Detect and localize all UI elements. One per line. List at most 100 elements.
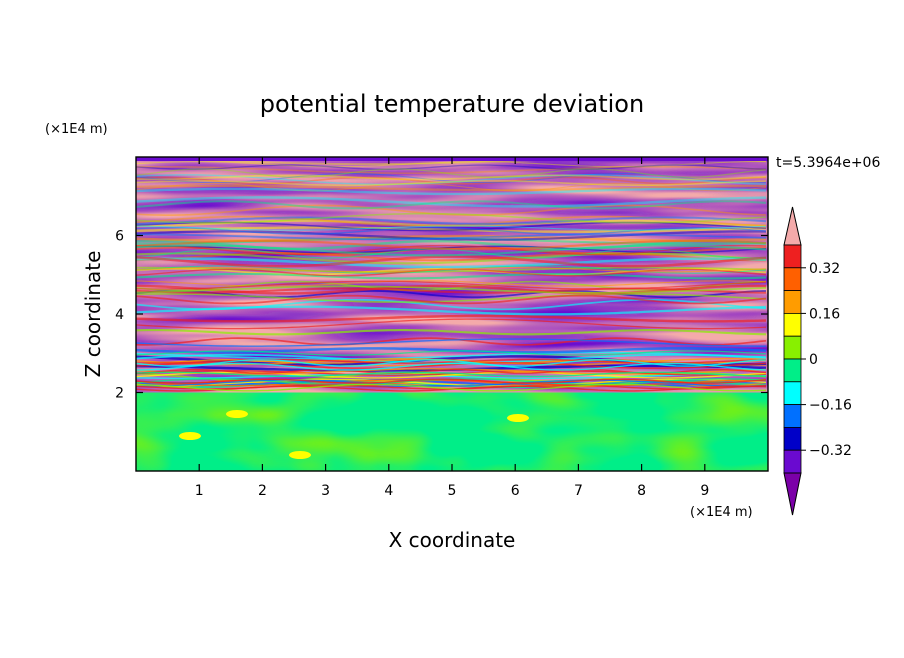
- transition-streak: [136, 378, 767, 387]
- x-axis-ticks: 1 2 3 4 5 6 7 8 9: [195, 157, 709, 499]
- transition-streak: [136, 280, 767, 287]
- x-tick-label: 6: [511, 483, 520, 499]
- transition-streak: [136, 168, 767, 178]
- transition-streak: [136, 294, 767, 305]
- x-tick-label: 3: [321, 483, 330, 499]
- transition-streak: [136, 255, 767, 268]
- y-axis-ticks: 2 4 6: [115, 229, 768, 402]
- transition-streak: [136, 267, 767, 273]
- colorbar-tick-label: 0: [809, 352, 818, 368]
- transition-streak: [136, 187, 767, 196]
- transition-streak: [136, 225, 767, 231]
- transition-streak: [136, 272, 767, 280]
- transition-streak: [136, 164, 767, 171]
- transition-streak: [136, 252, 767, 262]
- y-unit-label: (×1E4 m): [45, 122, 108, 137]
- colorbar-tick-label: 0.32: [809, 261, 840, 277]
- colorbar-band: [783, 358, 802, 383]
- transition-streak: [136, 318, 767, 330]
- transition-streak: [136, 165, 767, 175]
- x-unit-label: (×1E4 m): [690, 505, 753, 520]
- colorbar-tick-label: 0.16: [809, 306, 840, 322]
- x-tick-label: 1: [195, 483, 204, 499]
- chart-title: potential temperature deviation: [260, 90, 644, 118]
- transition-streak: [136, 172, 767, 184]
- transition-streak: [136, 293, 767, 303]
- transition-streak: [136, 280, 767, 290]
- x-tick-label: 5: [448, 483, 457, 499]
- transition-streak: [136, 219, 767, 227]
- colorbar-bottom-arrow: [783, 472, 802, 516]
- contour-field: [136, 157, 768, 471]
- transition-streak: [136, 230, 767, 241]
- colorbar-tick-label: −0.32: [809, 443, 852, 459]
- colorbar-band: [783, 404, 802, 428]
- transition-streak: [136, 204, 767, 217]
- colorbar-top-arrow: [783, 206, 802, 246]
- x-tick-label: 7: [574, 483, 583, 499]
- colorbar-band: [783, 244, 802, 269]
- colorbar-band: [783, 312, 802, 337]
- transition-streak: [136, 337, 767, 346]
- transition-streak: [136, 379, 767, 387]
- transition-streak: [136, 285, 767, 294]
- transition-streak: [136, 371, 767, 378]
- transition-streak: [136, 184, 766, 192]
- x-tick-label: 4: [384, 483, 393, 499]
- y-tick-label: 4: [115, 307, 124, 323]
- transition-streak: [136, 329, 767, 336]
- colorbar-tick-label: −0.16: [809, 398, 852, 414]
- upper-layer: [136, 157, 768, 393]
- colorbar-band: [783, 381, 802, 405]
- colorbar-band: [783, 449, 802, 474]
- colorbar-band: [783, 335, 802, 360]
- y-axis-label: Z coordinate: [81, 251, 105, 378]
- transition-streak: [136, 239, 767, 251]
- positive-patch: [179, 432, 201, 440]
- y-tick-label: 6: [115, 229, 124, 245]
- transition-streak: [136, 314, 767, 323]
- transition-streak: [136, 362, 767, 371]
- transition-streak: [136, 196, 767, 208]
- y-tick-label: 2: [115, 386, 124, 402]
- transition-streak: [136, 233, 767, 241]
- transition-streak: [136, 212, 767, 224]
- transition-streak: [136, 305, 767, 316]
- transition-streak: [136, 215, 767, 227]
- transition-streak: [136, 182, 767, 192]
- transition-streak: [136, 383, 767, 392]
- colorbar: 0.32 0.16 0 −0.16 −0.32: [783, 206, 852, 516]
- transition-streak: [136, 227, 767, 235]
- transition-streak: [136, 200, 767, 210]
- transition-streak: [136, 216, 767, 225]
- colorbar-band: [783, 426, 802, 451]
- transition-streak: [136, 359, 767, 367]
- transition-streak: [136, 221, 767, 232]
- x-tick-label: 8: [637, 483, 646, 499]
- transition-streak: [136, 257, 767, 269]
- positive-patch: [507, 414, 529, 422]
- positive-patch: [226, 410, 248, 418]
- transition-streak: [136, 226, 767, 233]
- transition-streak: [136, 350, 767, 356]
- transition-streak: [136, 284, 767, 295]
- transition-streak: [136, 244, 767, 257]
- transition-streak: [136, 174, 767, 186]
- colorbar-band: [783, 267, 802, 291]
- x-axis-label: X coordinate: [389, 528, 516, 552]
- x-tick-label: 2: [258, 483, 267, 499]
- transition-streak: [136, 378, 767, 384]
- transition-streak: [136, 338, 766, 347]
- colorbar-band: [783, 290, 802, 314]
- transition-streak: [136, 351, 767, 360]
- transition-streak: [136, 373, 767, 379]
- positive-patch: [289, 451, 311, 459]
- transition-streak: [136, 252, 767, 265]
- transition-streak: [136, 174, 767, 181]
- transition-streak: [136, 244, 767, 256]
- time-label: t=5.3964e+06: [776, 155, 880, 171]
- lower-layer-positive: [136, 392, 768, 471]
- x-tick-label: 9: [700, 483, 709, 499]
